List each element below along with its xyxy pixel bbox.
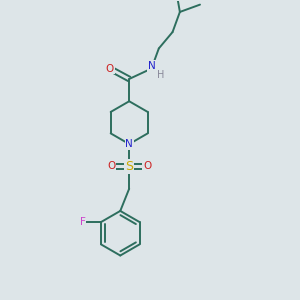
Text: O: O [107,161,116,171]
Text: O: O [143,161,151,171]
Text: F: F [80,217,85,227]
Text: O: O [106,64,114,74]
Text: S: S [125,160,133,173]
Text: N: N [148,61,155,71]
Text: H: H [157,70,165,80]
Text: N: N [125,139,133,149]
